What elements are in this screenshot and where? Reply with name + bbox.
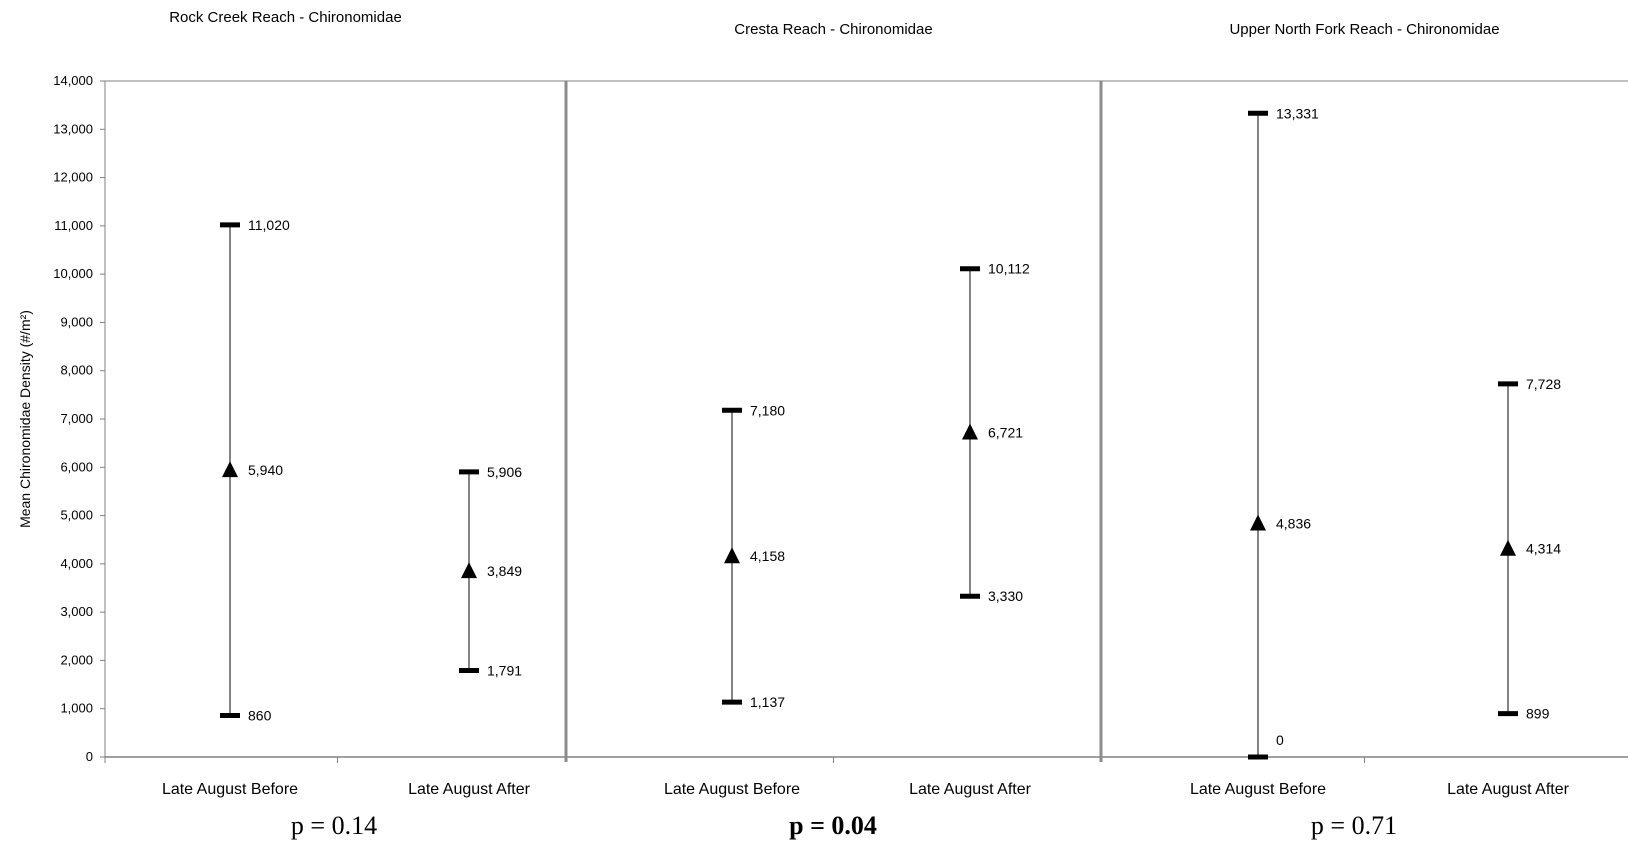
upper-value-label: 7,728 [1526,376,1561,392]
mean-marker [461,562,477,579]
upper-value-label: 7,180 [750,402,785,418]
panel-title: Upper North Fork Reach - Chironomidae [1229,21,1499,38]
lower-value-label: 860 [248,707,272,723]
y-tick-label: 4,000 [60,556,93,571]
x-category-label: Late August Before [664,781,800,798]
y-tick-label: 6,000 [60,459,93,474]
mean-value-label: 5,940 [248,462,283,478]
mean-marker [724,547,740,564]
y-axis-title: Mean Chironomidae Density (#/m²) [17,310,33,528]
x-category-label: Late August After [1447,781,1570,798]
lower-value-label: 1,791 [487,663,522,679]
mean-marker [1250,514,1266,531]
mean-value-label: 4,836 [1276,515,1311,531]
mean-marker [222,461,238,478]
lower-value-label: 3,330 [988,588,1023,604]
x-category-label: Late August After [909,781,1032,798]
x-category-label: Late August Before [162,781,298,798]
p-value-label: p = 0.04 [789,811,877,840]
mean-value-label: 6,721 [988,424,1023,440]
lower-value-label: 899 [1526,706,1550,722]
panel-title: Cresta Reach - Chironomidae [734,21,932,38]
y-tick-label: 3,000 [60,604,93,619]
y-tick-label: 10,000 [53,266,93,281]
mean-value-label: 3,849 [487,563,522,579]
lower-value-label: 0 [1276,732,1284,748]
x-category-label: Late August After [408,781,531,798]
y-tick-label: 13,000 [53,121,93,136]
upper-value-label: 13,331 [1276,105,1319,121]
y-tick-label: 1,000 [60,701,93,716]
y-tick-label: 12,000 [53,170,93,185]
y-tick-label: 11,000 [54,218,93,233]
y-tick-label: 9,000 [60,314,93,329]
y-tick-label: 0 [86,749,93,764]
mean-marker [962,423,978,440]
y-tick-label: 8,000 [60,363,93,378]
y-tick-label: 14,000 [53,73,93,88]
y-tick-label: 2,000 [60,652,93,667]
p-value-label: p = 0.71 [1311,811,1397,840]
mean-marker [1500,539,1516,556]
mean-value-label: 4,158 [750,548,785,564]
upper-value-label: 11,020 [248,217,290,233]
x-category-label: Late August Before [1190,781,1326,798]
y-tick-label: 5,000 [60,508,93,523]
upper-value-label: 10,112 [988,261,1030,277]
mean-value-label: 4,314 [1526,541,1561,557]
panel-title: Rock Creek Reach - Chironomidae [169,9,402,26]
lower-value-label: 1,137 [750,694,785,710]
upper-value-label: 5,906 [487,464,522,480]
y-tick-label: 7,000 [60,411,93,426]
p-value-label: p = 0.14 [291,811,377,840]
